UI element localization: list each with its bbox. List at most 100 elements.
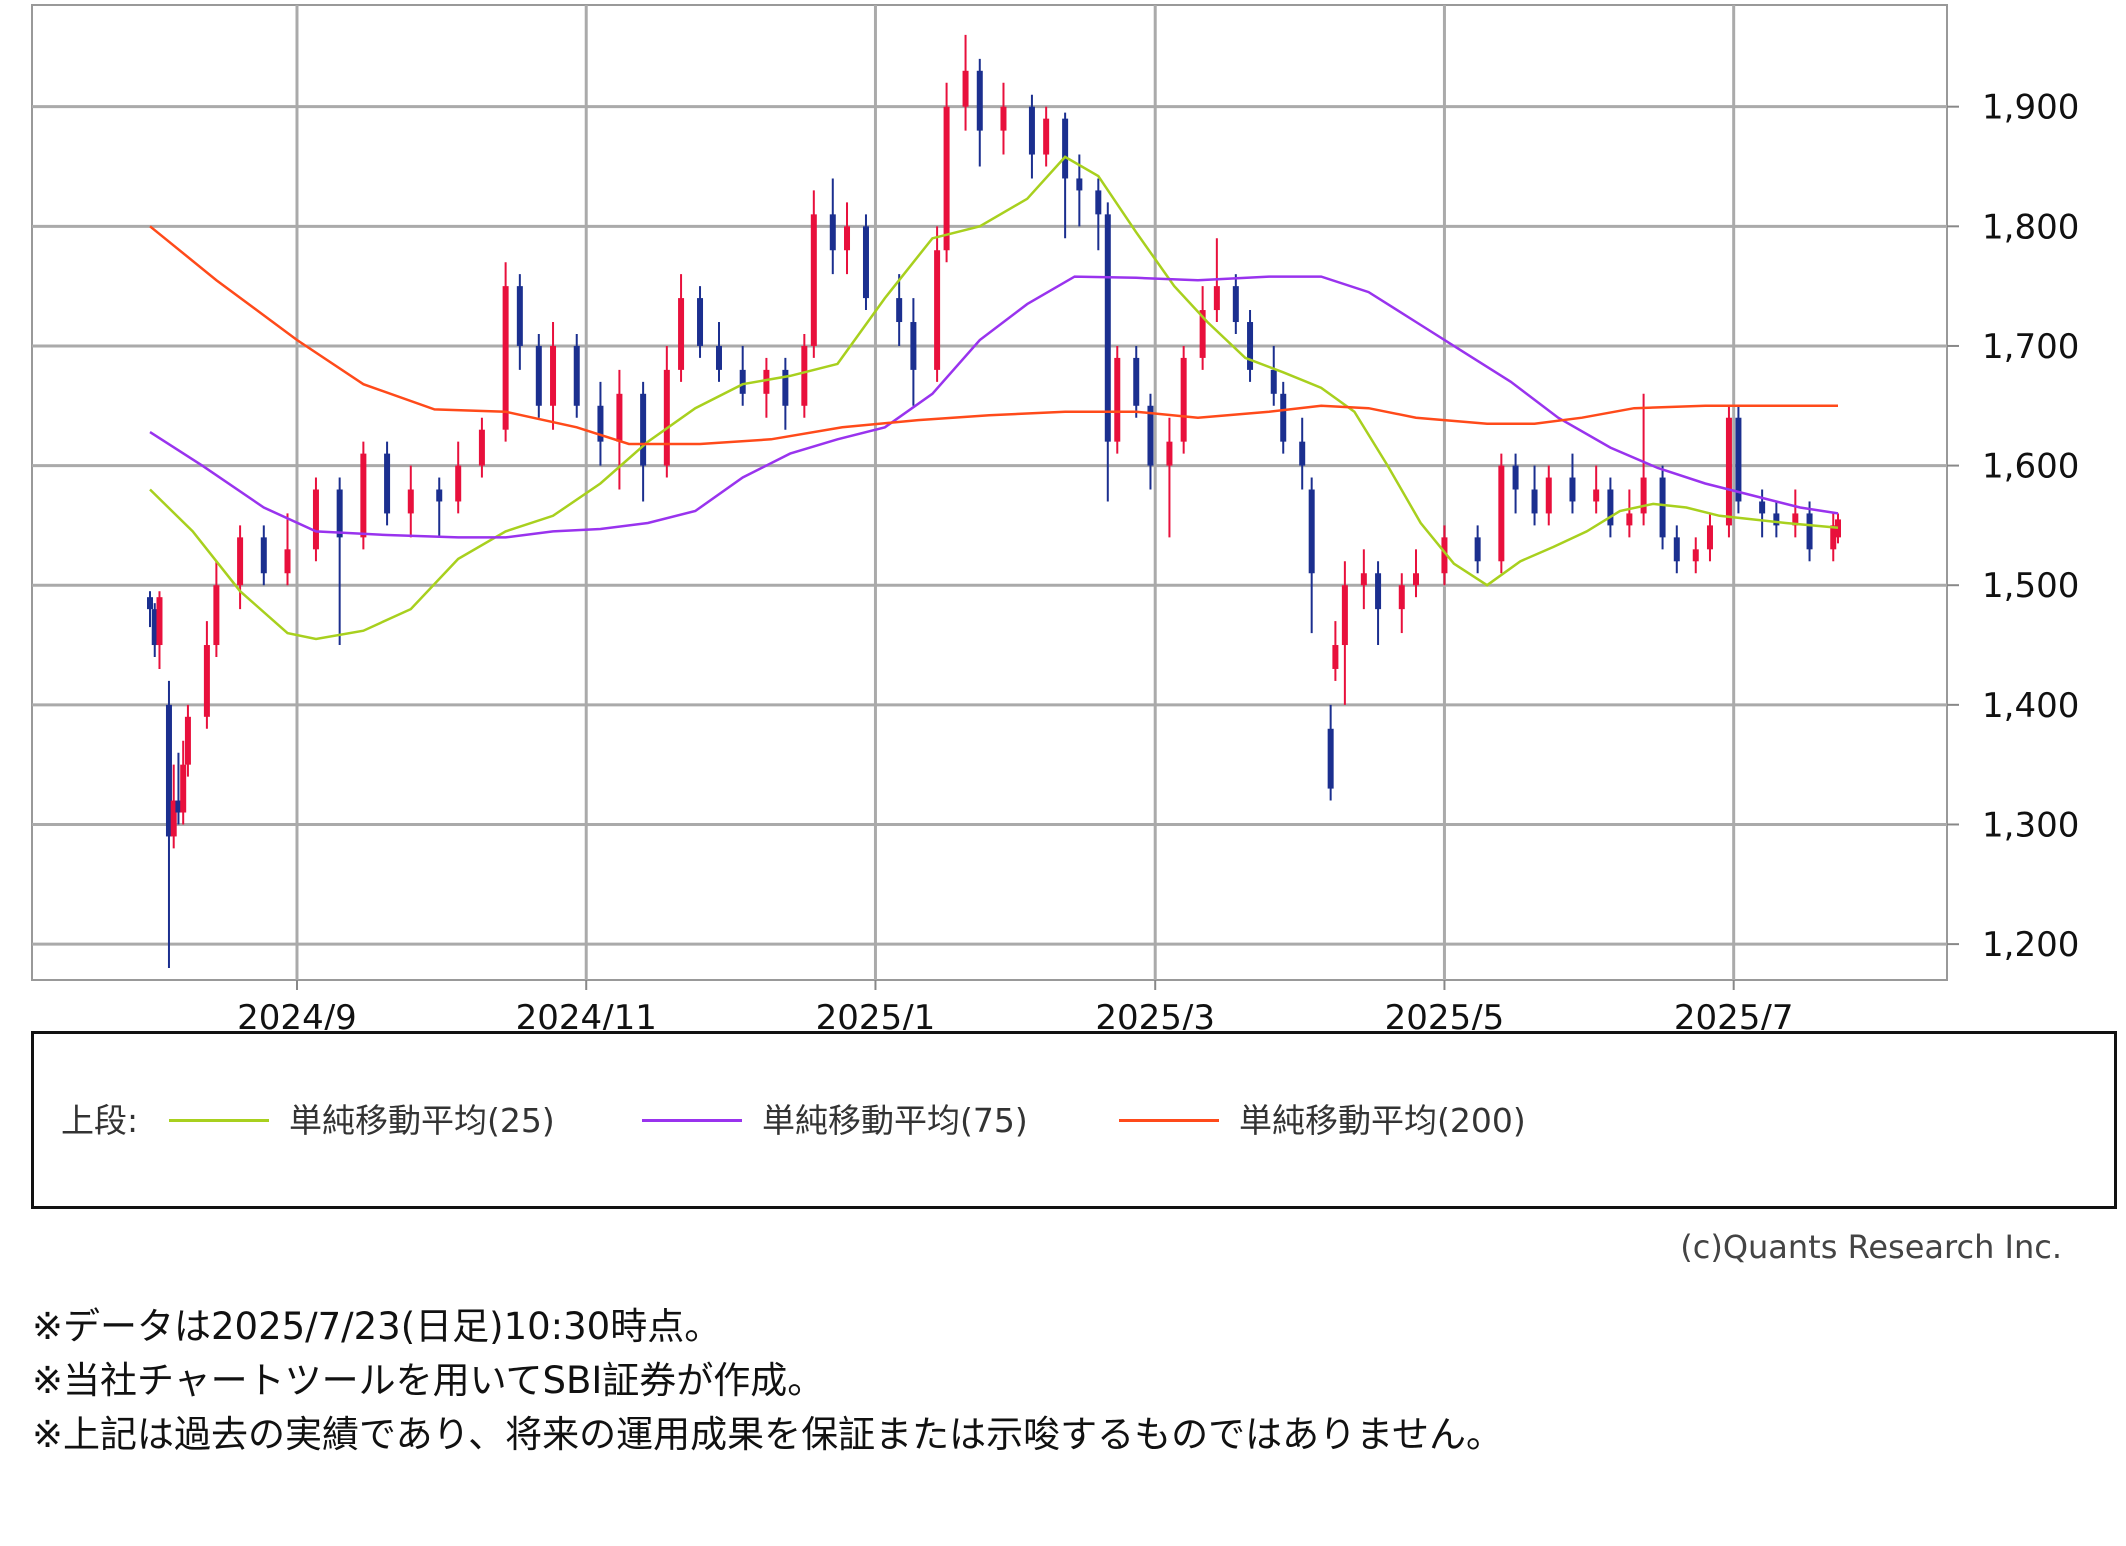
candle-body xyxy=(896,298,903,323)
candle-body xyxy=(1640,477,1647,514)
candle xyxy=(284,513,291,586)
candle-body xyxy=(1706,525,1713,550)
candle xyxy=(213,561,220,657)
candle-body xyxy=(156,597,163,646)
candle-body xyxy=(862,226,869,299)
candle-body xyxy=(597,405,604,442)
candle xyxy=(1043,106,1050,167)
candle-body xyxy=(1062,118,1069,179)
candle-body xyxy=(407,489,414,514)
candle-body xyxy=(1076,178,1083,191)
candle xyxy=(976,58,983,167)
candle xyxy=(663,345,670,478)
candle xyxy=(763,357,770,418)
candle-body xyxy=(739,369,746,394)
candle-body xyxy=(1545,477,1552,514)
candle xyxy=(1531,465,1538,526)
candle xyxy=(1474,525,1481,574)
candle-body xyxy=(616,393,623,442)
candle-body xyxy=(844,226,851,251)
candle-body xyxy=(1213,286,1220,311)
candle xyxy=(1773,501,1780,538)
candle-body xyxy=(170,800,177,837)
candle xyxy=(1095,178,1102,251)
candle xyxy=(1607,477,1614,538)
candle xyxy=(1512,453,1519,514)
legend-item-ma200: 単純移動平均(200) xyxy=(1119,1094,1526,1142)
candle xyxy=(1735,405,1742,514)
candle-body xyxy=(663,369,670,466)
candle-body xyxy=(1360,573,1367,586)
stock-chart: 2024/9 2024/11 2025/1 2025/3 2025/5 2025/7 1,… xyxy=(31,4,2079,1030)
candle xyxy=(801,333,808,418)
candle-body xyxy=(1147,405,1154,466)
candle xyxy=(910,298,917,406)
candle xyxy=(535,333,542,418)
candle-body xyxy=(175,800,182,813)
candle xyxy=(896,274,903,346)
candle xyxy=(640,381,647,502)
candle xyxy=(1375,561,1382,646)
candle-body xyxy=(1806,513,1813,550)
candle xyxy=(407,465,414,538)
x-axis: 2024/9 2024/11 2025/1 2025/3 2025/5 2025/7 xyxy=(237,980,1793,1030)
candle-body xyxy=(697,298,704,346)
candle xyxy=(260,525,267,586)
candle-body xyxy=(1199,310,1206,358)
x-tick-label: 2024/9 xyxy=(237,998,357,1030)
x-tick-label: 2025/3 xyxy=(1095,998,1215,1030)
candle-body xyxy=(1792,513,1799,526)
candle-body xyxy=(934,250,941,370)
y-tick-label: 1,500 xyxy=(1982,566,2079,606)
candle xyxy=(1398,573,1405,634)
x-tick-label: 2025/7 xyxy=(1674,998,1794,1030)
candle-body xyxy=(1498,465,1505,562)
candle xyxy=(1327,704,1334,801)
legend-item-ma75: 単純移動平均(75) xyxy=(642,1094,1028,1142)
candle-body xyxy=(384,453,391,514)
candle xyxy=(1299,417,1306,490)
candle-body xyxy=(1692,549,1699,562)
candle-body xyxy=(237,537,244,586)
candle xyxy=(1133,345,1140,418)
candle-body xyxy=(1341,585,1348,646)
candle-body xyxy=(336,489,343,538)
candle-body xyxy=(1398,585,1405,610)
candle xyxy=(1028,94,1035,179)
candle-body xyxy=(1607,489,1614,526)
candle-body xyxy=(1133,357,1140,406)
candle xyxy=(1441,525,1448,586)
candle xyxy=(1232,274,1239,334)
candle-body xyxy=(976,70,983,131)
candle-body xyxy=(147,597,153,610)
candle-body xyxy=(1569,477,1576,502)
candle xyxy=(1806,501,1813,562)
candle xyxy=(1332,621,1339,681)
candle xyxy=(147,591,153,628)
candle-body xyxy=(1626,513,1633,526)
candle xyxy=(782,357,789,430)
candle xyxy=(1673,525,1680,574)
candle xyxy=(1104,202,1111,502)
candle-body xyxy=(782,369,789,406)
candle-body xyxy=(1180,357,1187,442)
candle xyxy=(1062,112,1069,239)
candle-body xyxy=(1835,519,1841,538)
candle-body xyxy=(943,106,950,251)
candle xyxy=(516,274,523,370)
candle xyxy=(184,704,191,777)
candle-body xyxy=(801,345,808,406)
candle-body xyxy=(151,609,158,646)
y-tick-label: 1,200 xyxy=(1982,925,2079,965)
candle xyxy=(436,477,443,538)
candle xyxy=(1659,465,1666,550)
candle-body xyxy=(910,322,917,370)
candle xyxy=(156,591,163,669)
y-tick-label: 1,800 xyxy=(1982,207,2079,247)
candle-body xyxy=(1441,537,1448,574)
legend-swatch-ma25 xyxy=(169,1119,269,1122)
x-tick-label: 2025/5 xyxy=(1385,998,1505,1030)
candle-body xyxy=(1043,118,1050,155)
y-tick-label: 1,300 xyxy=(1982,805,2079,845)
candle-body xyxy=(715,345,722,370)
